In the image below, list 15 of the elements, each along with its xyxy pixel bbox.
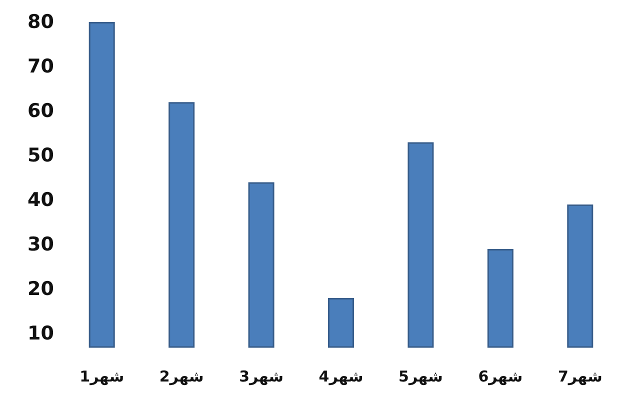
x-tick-label: شهر6: [478, 368, 523, 386]
y-tick-label: 80: [28, 11, 54, 33]
x-tick-label: شهر2: [159, 368, 204, 386]
x-tick-label: شهر7: [558, 368, 602, 386]
y-tick-label: 60: [28, 100, 54, 122]
x-tick-label: شهر1: [80, 368, 124, 386]
y-tick-label: 20: [28, 278, 54, 300]
y-tick-label: 30: [28, 234, 54, 256]
x-tick-label: شهر5: [398, 368, 443, 386]
x-tick-label: شهر3: [239, 368, 284, 386]
y-tick-label: 50: [28, 144, 54, 167]
x-tick-label: شهر4: [318, 368, 364, 386]
y-tick-label: 70: [28, 56, 54, 78]
y-tick-label: 10: [28, 322, 54, 345]
y-tick-label: 40: [28, 189, 54, 212]
